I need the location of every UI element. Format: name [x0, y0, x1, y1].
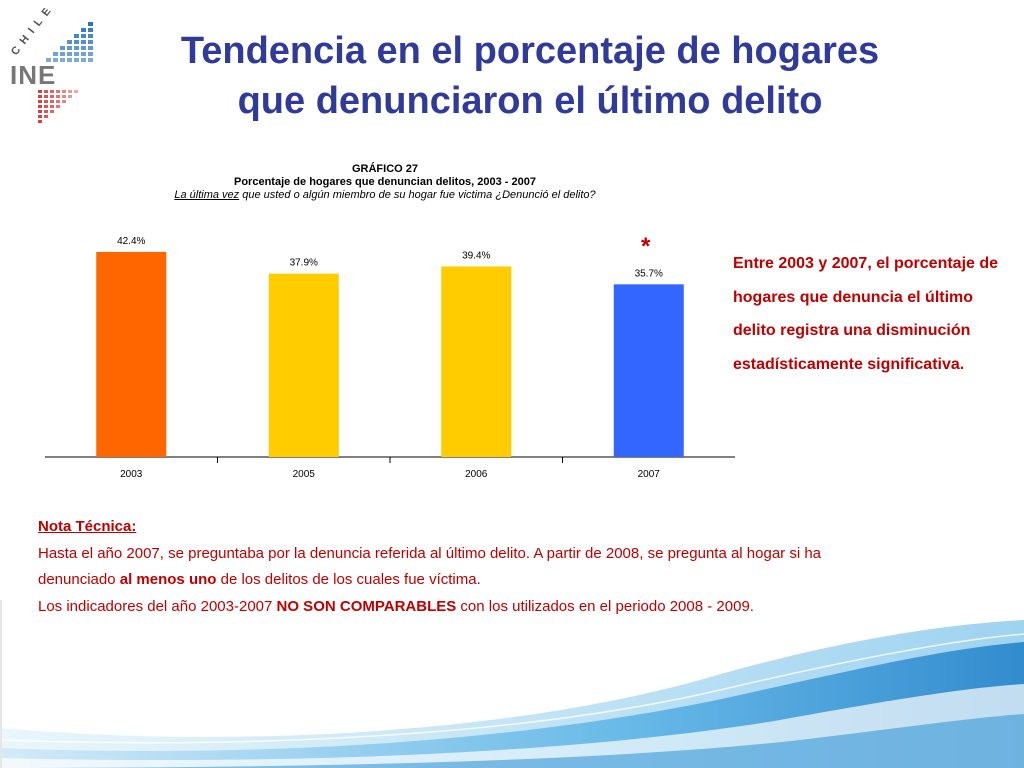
chart-header: GRÁFICO 27 Porcentaje de hogares que den… — [40, 163, 730, 202]
bar-chart: 42.4% 2003 37.9% 2005 39.4% 2006 35.7% 2007 — [45, 236, 735, 480]
data-label-2007: 35.7% — [635, 268, 663, 279]
logo-country-text: CHILE — [9, 8, 57, 58]
tick-label-2006: 2006 — [465, 469, 488, 480]
note-line-1: Hasta el año 2007, se preguntaba por la … — [38, 544, 822, 562]
data-label-2005: 37.9% — [290, 258, 318, 269]
logo-org-text: INE — [10, 60, 56, 90]
bar-2007 — [613, 284, 684, 457]
technical-note: Nota Técnica: Hasta el año 2007, se preg… — [38, 514, 978, 620]
chart-question: La última vez que usted o algún miembro … — [40, 189, 730, 202]
note-line-2-emphasis: al menos uno — [119, 571, 217, 588]
summary-text: Entre 2003 y 2007, el porcentaje de hoga… — [733, 255, 999, 373]
note-line-3-a: Los indicadores del año 2003-2007 — [38, 597, 277, 615]
chart-question-underlined: La última vez — [174, 189, 240, 201]
data-label-2006: 39.4% — [462, 250, 490, 261]
bar-2006 — [441, 266, 512, 457]
note-heading: Nota Técnica: — [38, 518, 137, 535]
chart-question-rest: que usted o algún miembro de su hogar fu… — [239, 189, 596, 201]
note-line-3: Los indicadores del año 2003-2007 NO SON… — [38, 594, 978, 621]
bar-2005 — [268, 273, 339, 457]
note-line-3-emphasis: NO SON COMPARABLES — [276, 597, 457, 615]
tick-label-2007: 2007 — [638, 469, 661, 480]
ine-chile-logo: CHILE INE — [9, 8, 93, 123]
note-line-2-a: denunciado — [38, 571, 120, 588]
tick-label-2003: 2003 — [120, 469, 143, 480]
chart-number: GRÁFICO 27 — [351, 163, 418, 175]
significance-asterisk: * — [641, 233, 651, 260]
title-line-2: que denunciaron el último delito — [237, 80, 823, 122]
decorative-waves — [0, 600, 1024, 768]
chart-subtitle: Porcentaje de hogares que denuncian deli… — [234, 176, 536, 188]
logo-blue-pixel-grid — [46, 22, 93, 62]
logo-red-pixel-grid — [38, 90, 78, 123]
bar-2003 — [96, 251, 167, 457]
note-line-2: denunciado al menos uno de los delitos d… — [38, 567, 978, 594]
title-line-1: Tendencia en el porcentaje de hogares — [180, 30, 880, 72]
note-line-2-c: de los delitos de los cuales fue víctima… — [216, 571, 481, 588]
tick-label-2005: 2005 — [293, 469, 316, 480]
page-title: Tendencia en el porcentaje de hogares qu… — [130, 26, 930, 126]
note-line-3-c: con los utilizados en el periodo 2008 - … — [456, 597, 754, 615]
data-label-2003: 42.4% — [117, 236, 145, 247]
